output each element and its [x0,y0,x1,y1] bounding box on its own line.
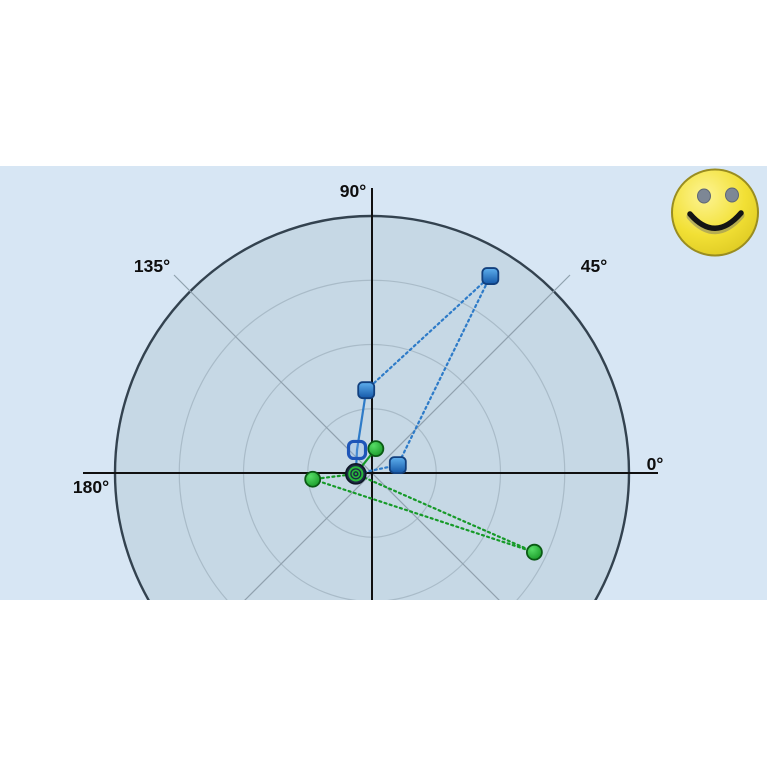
blue-open-square-marker [346,439,368,461]
green-series-marker [304,470,322,488]
bullseye-center-dot [354,472,358,476]
angle-label-45: 45° [581,256,607,276]
angle-label-180: 180° [73,477,109,497]
smiley-face [671,168,759,257]
blue-series-marker [357,381,376,400]
smiley-right-eye [725,187,739,203]
green-series-marker [367,440,385,458]
smiley-mouth [687,210,744,231]
polar-plot: 90° 135° 45° 0° 180° [73,181,664,600]
series-layer [304,267,543,561]
video-frame-content: 90° 135° 45° 0° 180° [0,166,767,600]
green-circle-series-segment [354,472,536,554]
blue-square-series-segment [365,274,492,392]
green-circle-series-segment [311,478,536,554]
blue-series-marker [481,267,500,285]
smiley-left-eye [697,188,711,204]
angle-label-0: 0° [647,454,664,474]
bullseye-outer-ring [348,466,364,482]
blue-square-series [346,267,500,475]
blue-square-series-segment [396,274,492,467]
blue-series-marker [388,456,407,475]
target-bullseye [345,463,367,485]
bullseye-inner-ring [351,469,361,479]
angle-label-135: 135° [134,256,170,276]
angle-label-90: 90° [340,181,366,201]
smiley-face-emoticon [671,168,759,257]
green-series-marker [525,543,543,561]
